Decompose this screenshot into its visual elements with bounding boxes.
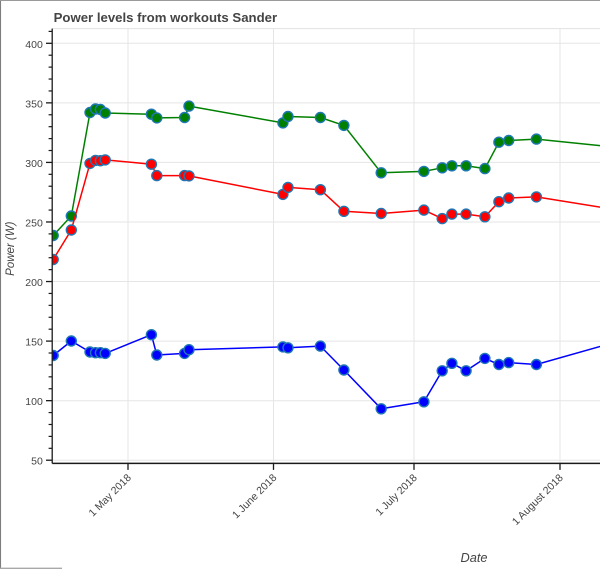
svg-text:150: 150 — [25, 337, 43, 349]
svg-text:Date: Date — [460, 550, 487, 565]
svg-text:350: 350 — [25, 98, 43, 110]
svg-text:250: 250 — [25, 218, 43, 230]
svg-text:300: 300 — [25, 158, 43, 170]
svg-text:200: 200 — [25, 277, 43, 289]
svg-text:50: 50 — [31, 456, 43, 468]
svg-text:Power (W): Power (W) — [5, 221, 17, 275]
svg-text:Power levels from workouts San: Power levels from workouts Sander — [54, 10, 278, 25]
svg-text:400: 400 — [25, 39, 43, 51]
svg-text:100: 100 — [25, 396, 43, 408]
